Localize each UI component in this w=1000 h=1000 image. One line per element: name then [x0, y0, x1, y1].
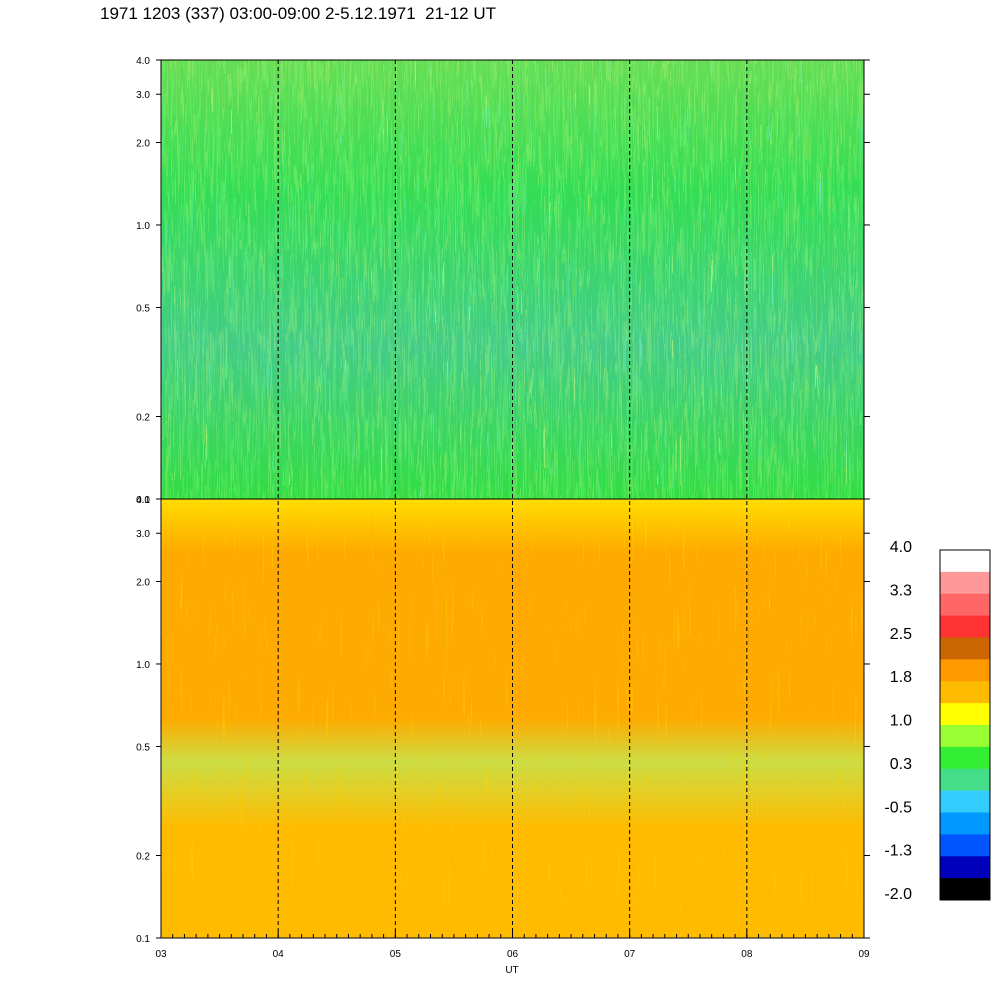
hour-divider-lines — [277, 60, 748, 938]
colorbar-label: 3.3 — [890, 582, 912, 599]
y-tick-label: 0.2 — [136, 852, 150, 863]
colorbar-swatch — [940, 746, 990, 770]
colorbar-label: 1.0 — [890, 713, 912, 730]
y-tick-label: 1.0 — [136, 221, 150, 232]
y-tick-label: 0.1 — [136, 934, 150, 945]
colorbar-swatch — [940, 550, 990, 573]
y-tick-label: 3.0 — [136, 529, 150, 540]
colorbar-swatch — [940, 637, 990, 660]
x-tick-label: 04 — [273, 949, 285, 960]
x-tick-label: 08 — [741, 949, 753, 960]
x-tick-label: 07 — [624, 949, 636, 960]
chart-title: 1971 1203 (337) 03:00-09:00 2-5.12.1971 … — [100, 4, 497, 23]
colorbar-label: -2.0 — [884, 886, 912, 903]
x-tick-label: 03 — [155, 949, 167, 960]
colorbar-label: -1.3 — [884, 843, 912, 860]
x-tick-label: 06 — [507, 949, 519, 960]
y-tick-label: 0.5 — [136, 303, 150, 314]
colorbar-swatch — [940, 659, 990, 682]
colorbar-swatch — [940, 790, 990, 813]
colorbar-swatch — [940, 856, 990, 879]
y-axes: 0.10.20.51.02.03.04.00.10.20.51.02.03.04… — [136, 56, 870, 945]
colorbar-swatch — [940, 768, 990, 792]
x-tick-label: 09 — [858, 949, 870, 960]
colorbar-swatch — [940, 571, 990, 595]
x-tick-label: 05 — [390, 949, 402, 960]
y-tick-label: 0.5 — [136, 742, 150, 753]
y-tick-label: 2.0 — [136, 138, 150, 149]
colorbar-swatch — [940, 834, 990, 857]
colorbar-frame — [939, 549, 991, 901]
colorbar-swatch — [940, 593, 990, 617]
colorbar-swatch — [940, 681, 990, 704]
colorbar-swatch — [940, 703, 990, 726]
y-tick-label: 3.0 — [136, 90, 150, 101]
colorbar: 4.0 3.3 2.5 1.8 1.0 0.3 -0.5 -1.3 -2.0 — [884, 539, 991, 903]
colorbar-label: 0.3 — [890, 756, 912, 773]
y-tick-label: 0.2 — [136, 413, 150, 424]
y-tick-label: 1.0 — [136, 660, 150, 671]
colorbar-label: 4.0 — [890, 539, 912, 556]
y-tick-label: 2.0 — [136, 577, 150, 588]
colorbar-label: -0.5 — [884, 799, 912, 816]
colorbar-label: 1.8 — [890, 669, 912, 686]
x-axis: 03 04 05 06 07 08 09 — [155, 931, 870, 960]
colorbar-label: 2.5 — [890, 626, 912, 643]
y-tick-label: 0.1 — [136, 495, 150, 506]
colorbar-swatch — [940, 878, 990, 901]
y-tick-label: 4.0 — [136, 56, 150, 67]
colorbar-swatch — [940, 725, 990, 748]
colorbar-swatch — [940, 615, 990, 638]
colorbar-swatch — [940, 812, 990, 835]
y-tick-label: 4.0 — [136, 495, 150, 506]
x-axis-label: UT — [505, 965, 518, 976]
